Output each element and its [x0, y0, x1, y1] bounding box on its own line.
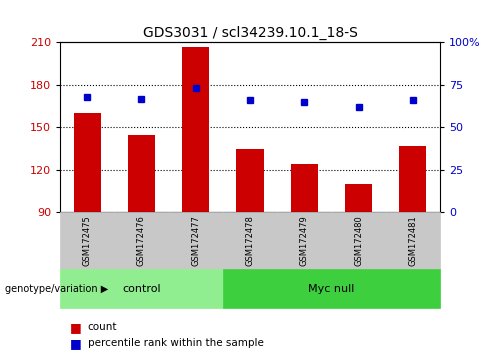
Bar — [182, 47, 210, 212]
Text: Myc null: Myc null — [308, 284, 354, 293]
Text: GSM172475: GSM172475 — [82, 215, 92, 266]
Text: GSM172480: GSM172480 — [354, 215, 363, 266]
Text: GSM172478: GSM172478 — [246, 215, 254, 266]
Text: GSM172481: GSM172481 — [408, 215, 418, 266]
Text: genotype/variation ▶: genotype/variation ▶ — [5, 284, 108, 293]
Bar — [345, 184, 372, 212]
Bar — [236, 149, 264, 212]
Bar — [128, 135, 155, 212]
Text: ■: ■ — [70, 337, 82, 350]
Bar — [74, 113, 101, 212]
Text: count: count — [88, 322, 117, 332]
Title: GDS3031 / scl34239.10.1_18-S: GDS3031 / scl34239.10.1_18-S — [142, 26, 358, 40]
Bar — [400, 146, 426, 212]
Bar — [290, 164, 318, 212]
Text: GSM172476: GSM172476 — [137, 215, 146, 266]
Text: percentile rank within the sample: percentile rank within the sample — [88, 338, 264, 348]
Text: GSM172479: GSM172479 — [300, 215, 309, 266]
Text: control: control — [122, 284, 160, 293]
Text: GSM172477: GSM172477 — [191, 215, 200, 266]
Text: ■: ■ — [70, 321, 82, 334]
